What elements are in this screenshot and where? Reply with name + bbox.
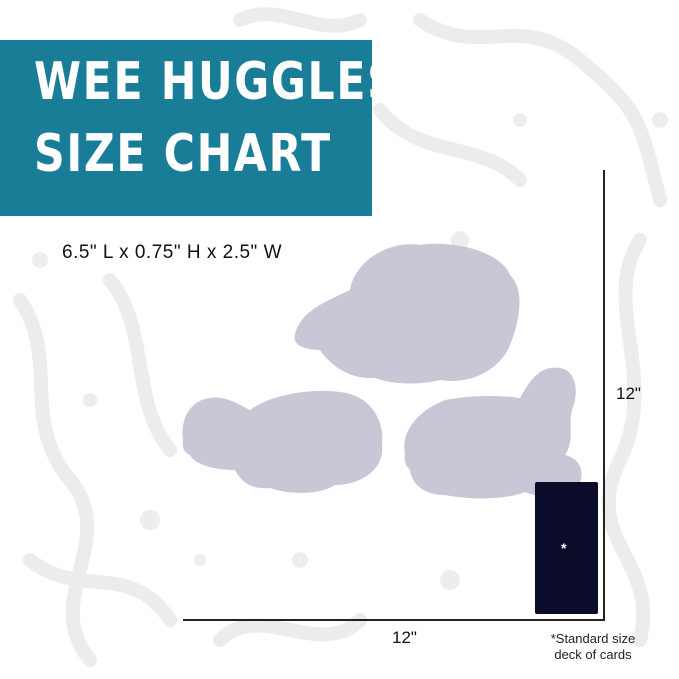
silhouette-top (294, 243, 520, 384)
page-title: WEE HUGGLES SIZE CHART (34, 46, 399, 190)
footnote-line-1: *Standard size (550, 631, 636, 646)
footnote: *Standard size deck of cards (538, 631, 648, 663)
deck-of-cards: * (535, 482, 598, 614)
card-asterisk: * (561, 540, 567, 556)
height-label: 12" (616, 384, 641, 403)
title-line-2: SIZE CHART (34, 124, 332, 184)
width-label: 12" (392, 628, 417, 647)
width-axis-line (183, 619, 605, 621)
silhouette-right (404, 367, 582, 499)
title-line-1: WEE HUGGLES (34, 52, 400, 112)
title-banner (0, 40, 372, 216)
silhouette-left (182, 390, 383, 493)
height-axis-line (603, 170, 605, 621)
product-dimensions: 6.5" L x 0.75" H x 2.5" W (62, 242, 283, 263)
footnote-line-2: deck of cards (554, 647, 632, 662)
